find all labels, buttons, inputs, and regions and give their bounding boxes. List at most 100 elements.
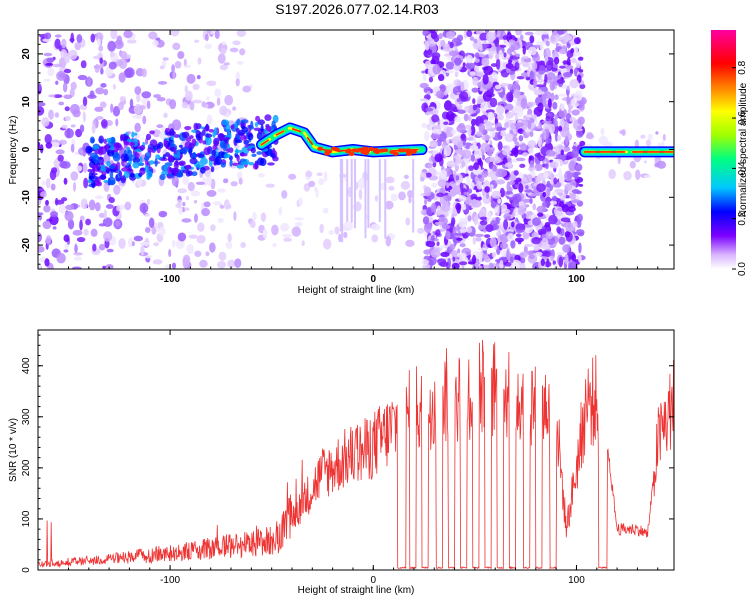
- noise-blob: [144, 213, 151, 217]
- colorbar: 0.0 0.2 0.4 0.6 0.8 Normalized spectral ampl…: [711, 30, 749, 276]
- noise-blob: [194, 250, 202, 257]
- noise-blob: [63, 94, 73, 100]
- noise-blob: [542, 250, 552, 258]
- noise-blob: [621, 129, 626, 137]
- noise-blob: [503, 52, 507, 58]
- noise-blob: [656, 160, 667, 169]
- cluster-blob: [128, 168, 132, 172]
- noise-blob: [495, 179, 506, 185]
- noise-blob: [473, 65, 479, 73]
- noise-blob: [132, 114, 142, 119]
- cluster-blob: [181, 131, 190, 139]
- noise-blob: [453, 236, 457, 247]
- snr-panel: -100 0 100 0 100 200 300 400 Height of straight…: [8, 329, 675, 596]
- noise-blob: [571, 188, 580, 194]
- cluster-blob: [176, 150, 181, 159]
- noise-blob: [501, 203, 508, 212]
- noise-blob: [515, 177, 522, 183]
- noise-blob: [560, 149, 565, 156]
- noise-blob: [220, 47, 227, 55]
- noise-blob: [474, 262, 479, 269]
- noise-blob: [171, 262, 177, 269]
- ridge-hot-blob: [344, 149, 351, 154]
- noise-blob: [511, 193, 522, 204]
- noise-blob: [39, 144, 44, 154]
- noise-blob: [526, 102, 534, 108]
- noise-blob: [445, 30, 456, 40]
- noise-blob: [430, 248, 441, 259]
- noise-blob: [507, 233, 515, 242]
- cluster-blob: [100, 173, 107, 180]
- noise-blob: [466, 30, 473, 38]
- cluster-blob: [176, 171, 183, 178]
- noise-blob: [466, 174, 471, 186]
- cluster-blob: [149, 139, 158, 148]
- noise-blob: [41, 180, 46, 187]
- noise-blob: [451, 129, 457, 135]
- noise-blob: [519, 251, 528, 259]
- noise-blob: [571, 109, 580, 116]
- snr-content: [38, 339, 674, 570]
- noise-blob: [139, 241, 150, 246]
- noise-blob: [322, 238, 332, 250]
- noise-blob: [564, 170, 573, 182]
- noise-blob: [545, 115, 551, 122]
- noise-blob: [144, 254, 153, 259]
- noise-blob: [527, 120, 532, 130]
- noise-blob: [206, 80, 217, 87]
- noise-blob: [164, 264, 170, 269]
- noise-blob: [420, 176, 425, 182]
- noise-blob: [146, 198, 151, 205]
- noise-blob: [449, 243, 456, 250]
- noise-blob: [236, 171, 243, 180]
- cluster-blob: [255, 115, 261, 122]
- noise-blob: [537, 228, 547, 235]
- noise-blob: [441, 142, 446, 148]
- noise-blob: [504, 133, 515, 143]
- noise-blob: [563, 30, 568, 33]
- noise-blob: [227, 233, 232, 243]
- noise-blob: [473, 38, 478, 44]
- noise-blob: [450, 249, 459, 259]
- cluster-blob: [264, 114, 272, 121]
- noise-blob: [469, 144, 479, 151]
- cluster-blob: [191, 171, 198, 177]
- noise-blob: [427, 163, 434, 168]
- noise-blob: [385, 176, 395, 184]
- noise-blob: [545, 60, 554, 72]
- noise-blob: [484, 186, 490, 193]
- noise-blob: [608, 169, 616, 180]
- cluster-blob: [168, 156, 174, 162]
- noise-blob: [322, 207, 329, 214]
- noise-blob: [469, 71, 477, 76]
- snr-xtick-label: 100: [568, 575, 585, 586]
- noise-blob: [554, 188, 564, 194]
- noise-blob: [485, 157, 491, 164]
- noise-blob: [559, 65, 566, 69]
- noise-blob: [507, 161, 513, 169]
- ridge-hot-blob: [368, 147, 375, 152]
- noise-blob: [371, 234, 379, 243]
- noise-blob: [417, 227, 425, 234]
- cluster-blob: [173, 160, 179, 170]
- noise-blob: [513, 170, 519, 176]
- noise-blob: [177, 232, 187, 242]
- noise-blob: [569, 116, 576, 122]
- noise-blob: [439, 245, 446, 249]
- cluster-blob: [159, 173, 166, 181]
- noise-blob: [454, 148, 465, 155]
- cluster-blob: [208, 155, 216, 162]
- noise-blob: [42, 38, 52, 42]
- noise-blob: [491, 190, 502, 199]
- noise-blob: [522, 198, 532, 203]
- noise-blob: [213, 201, 222, 206]
- noise-blob: [426, 240, 436, 248]
- noise-blob: [112, 84, 116, 90]
- noise-blob: [537, 136, 543, 148]
- cluster-blob: [118, 170, 123, 178]
- noise-blob: [436, 192, 445, 198]
- cluster-blob: [240, 153, 248, 157]
- noise-blob: [455, 175, 460, 181]
- noise-blob: [424, 107, 434, 112]
- noise-blob: [217, 188, 226, 193]
